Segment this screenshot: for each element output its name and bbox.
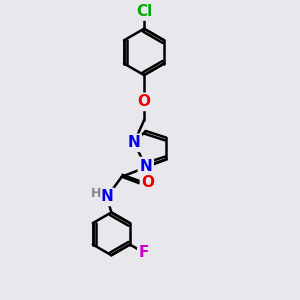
Text: O: O (141, 175, 154, 190)
Text: F: F (139, 245, 149, 260)
Text: H: H (90, 187, 101, 200)
Text: N: N (100, 190, 113, 205)
Text: N: N (140, 158, 152, 173)
Text: Cl: Cl (136, 4, 152, 19)
Text: O: O (138, 94, 151, 110)
Text: N: N (128, 135, 140, 150)
